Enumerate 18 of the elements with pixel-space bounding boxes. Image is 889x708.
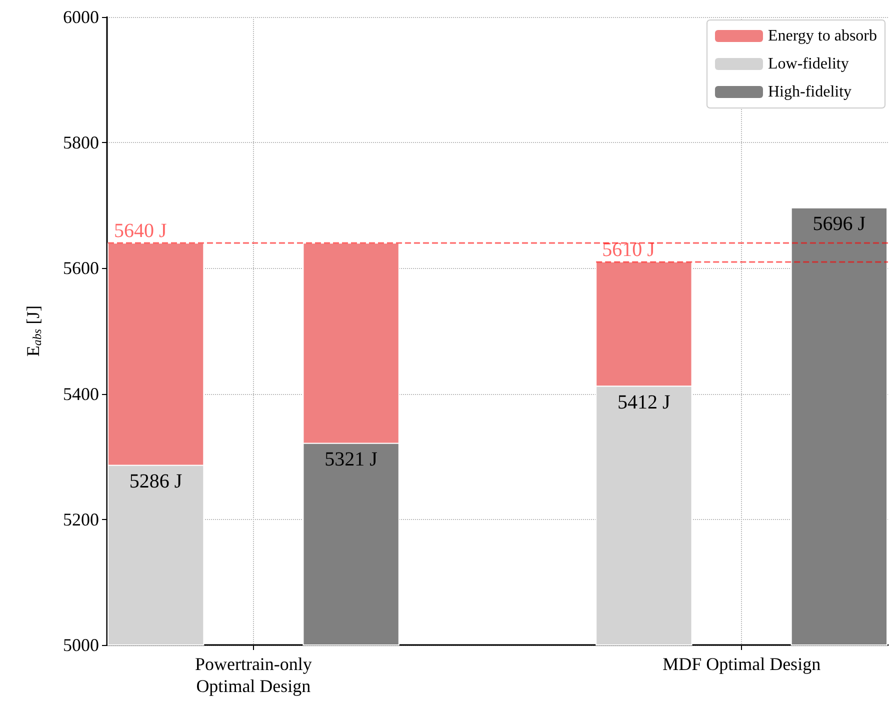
- y-tick-label: 5400: [63, 384, 99, 404]
- legend-label: High-fidelity: [768, 84, 852, 100]
- ref-line-label: 5610 J: [602, 238, 656, 261]
- y-tick-label: 5800: [63, 132, 99, 153]
- data-label: 5696 J: [812, 212, 866, 235]
- legend-label: Energy to absorb: [768, 28, 877, 44]
- x-tick-label: MDF Optimal Design: [662, 654, 821, 674]
- x-tick-label: Powertrain-only Optimal Design: [194, 654, 312, 696]
- y-tick-label: 6000: [63, 7, 99, 27]
- data-label: 5412 J: [618, 391, 671, 414]
- y-axis-title: Eabs [J]: [23, 305, 44, 357]
- y-tick-label: 5000: [63, 635, 99, 655]
- ref-line-label: 5640 J: [114, 220, 167, 242]
- legend-label: Low-fidelity: [768, 56, 849, 72]
- y-tick-label: 5200: [63, 509, 99, 530]
- y-tick-label: 5600: [63, 258, 99, 278]
- data-label: 5286 J: [129, 470, 182, 492]
- data-label: 5321 J: [324, 448, 378, 470]
